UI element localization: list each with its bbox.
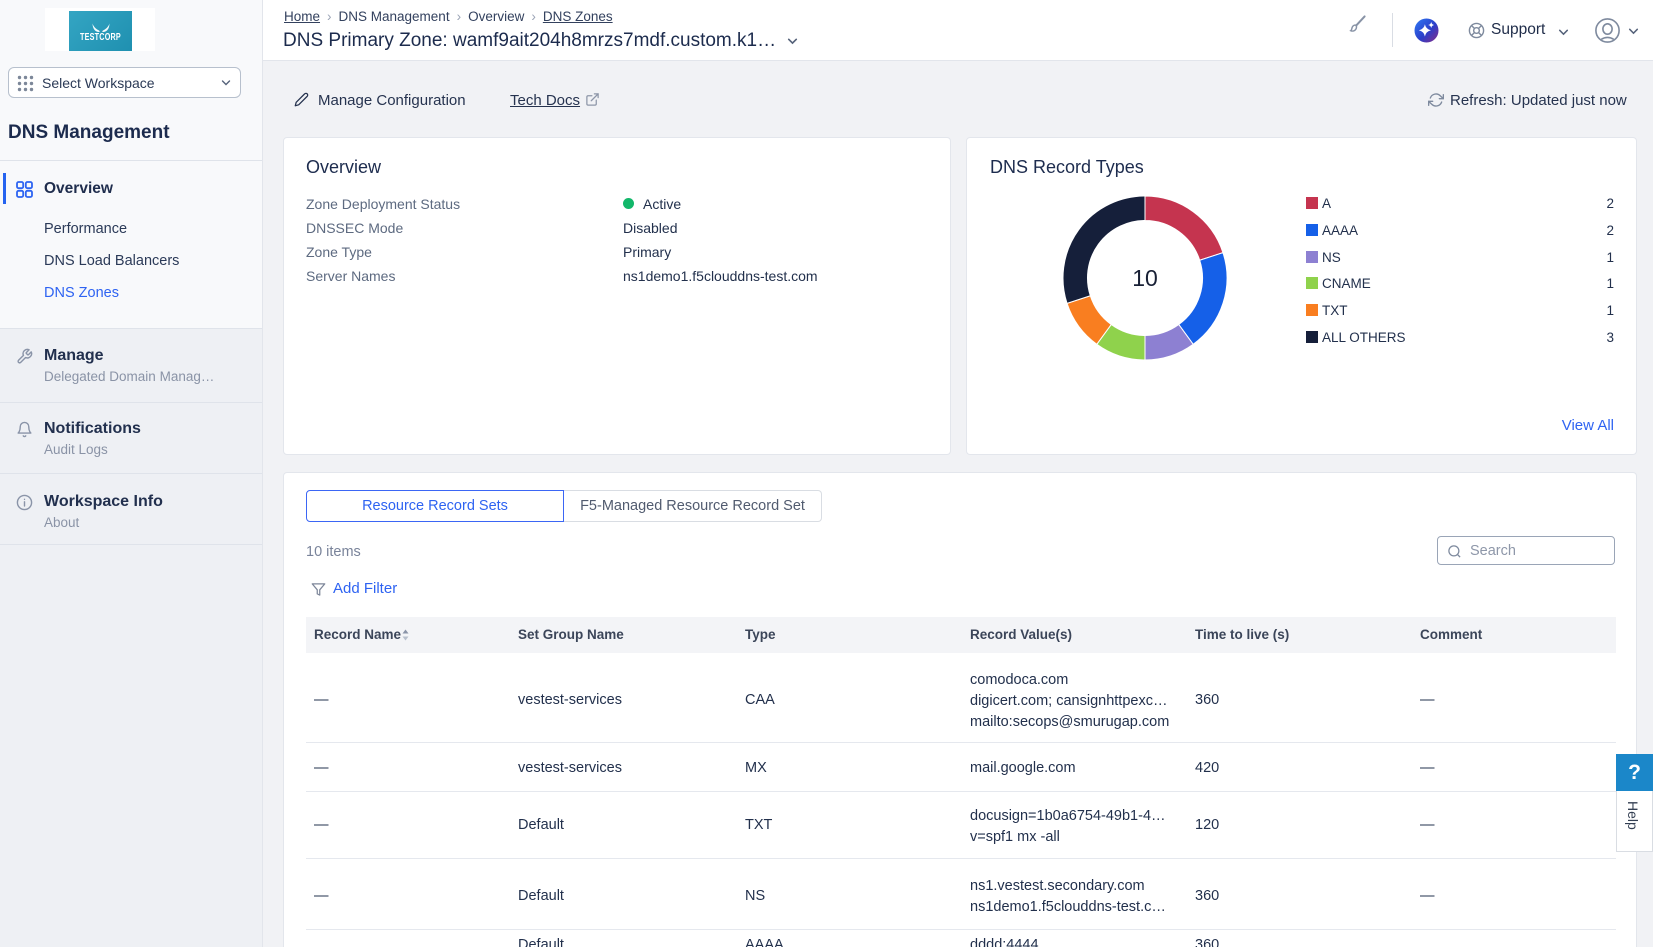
svg-text:10: 10 [1132, 265, 1158, 291]
